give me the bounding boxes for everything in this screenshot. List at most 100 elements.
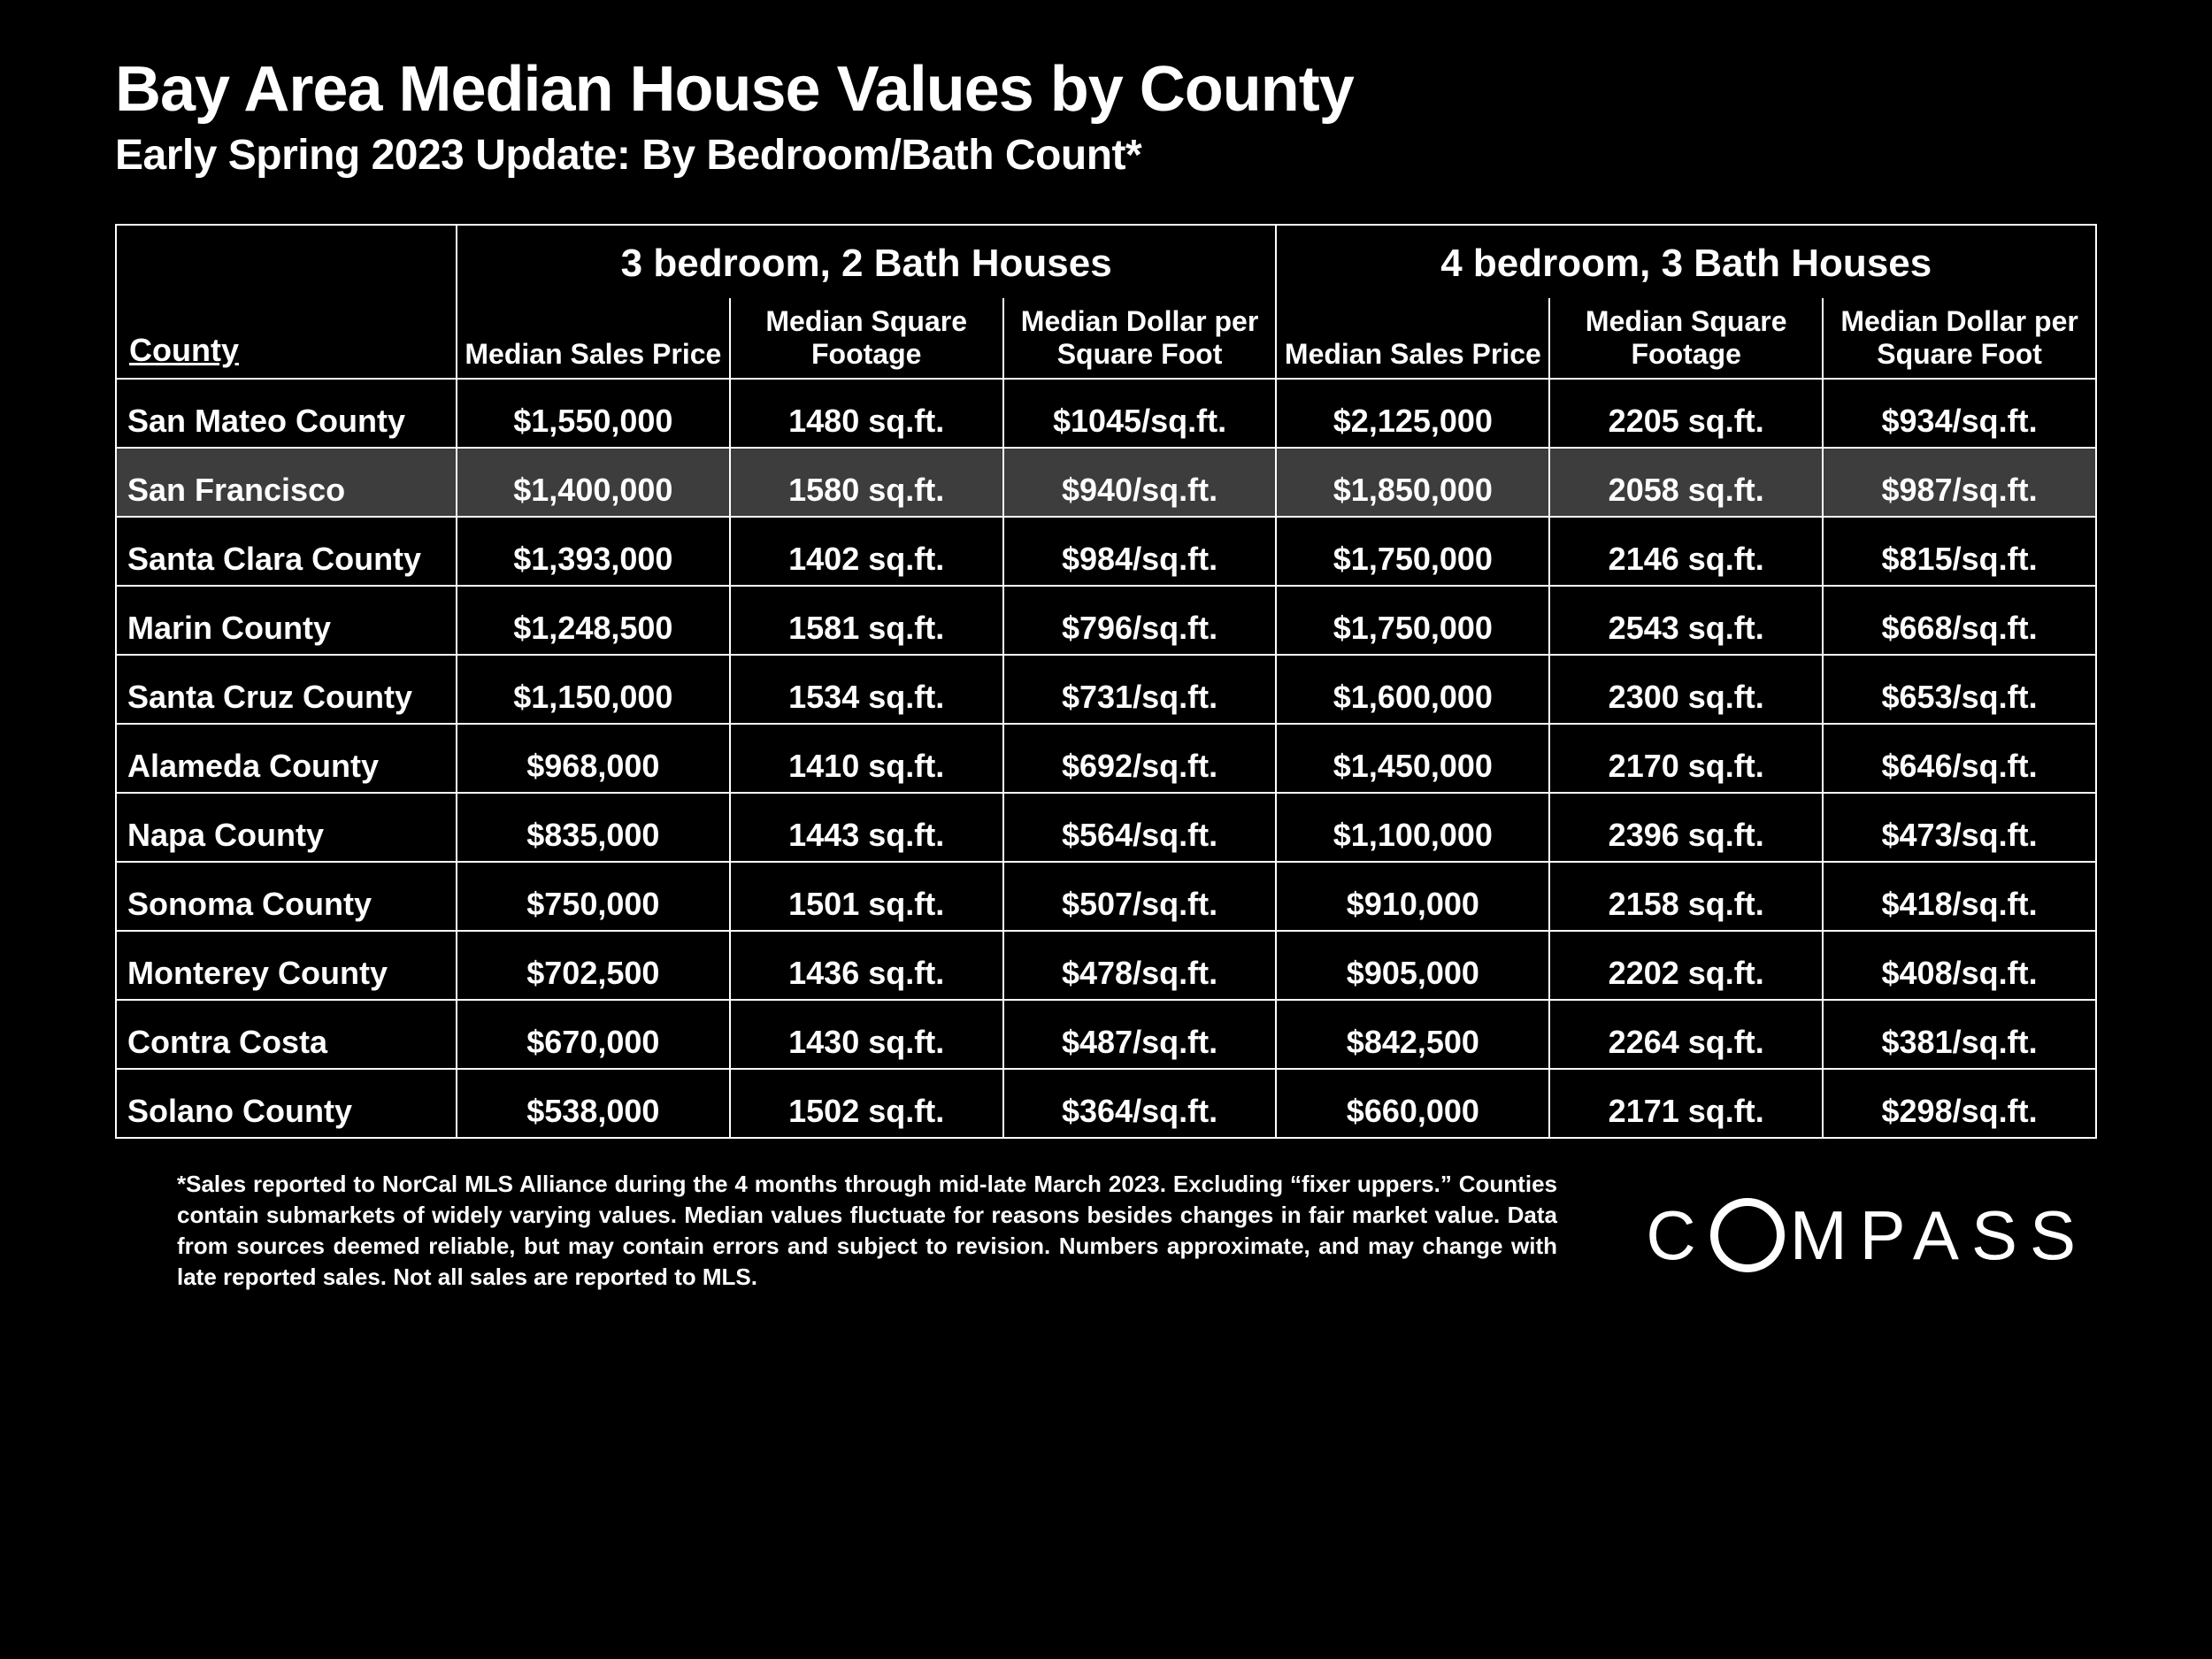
data-cell: $1,393,000 — [457, 517, 730, 586]
data-cell: 1502 sq.ft. — [730, 1069, 1003, 1138]
data-cell: $731/sq.ft. — [1003, 655, 1277, 724]
data-cell: 2171 sq.ft. — [1549, 1069, 1823, 1138]
data-cell: 2264 sq.ft. — [1549, 1000, 1823, 1069]
data-cell: 1443 sq.ft. — [730, 793, 1003, 862]
data-cell: $381/sq.ft. — [1823, 1000, 2096, 1069]
table-row: San Francisco$1,400,0001580 sq.ft.$940/s… — [116, 448, 2096, 517]
county-name-cell: Sonoma County — [116, 862, 457, 931]
data-cell: 2158 sq.ft. — [1549, 862, 1823, 931]
data-cell: $702,500 — [457, 931, 730, 1000]
county-name-cell: Santa Cruz County — [116, 655, 457, 724]
footnote-text: *Sales reported to NorCal MLS Alliance d… — [177, 1169, 1557, 1293]
data-cell: $842,500 — [1276, 1000, 1549, 1069]
data-cell: 2300 sq.ft. — [1549, 655, 1823, 724]
table-row: Sonoma County$750,0001501 sq.ft.$507/sq.… — [116, 862, 2096, 931]
data-cell: $408/sq.ft. — [1823, 931, 2096, 1000]
page-subtitle: Early Spring 2023 Update: By Bedroom/Bat… — [115, 131, 2097, 180]
sub-header: Median Dollar per Square Foot — [1823, 298, 2096, 379]
data-cell: $910,000 — [1276, 862, 1549, 931]
compass-logo-icon — [1710, 1198, 1785, 1272]
data-cell: $418/sq.ft. — [1823, 862, 2096, 931]
table-row: Marin County$1,248,5001581 sq.ft.$796/sq… — [116, 586, 2096, 655]
table-row: Santa Cruz County$1,150,0001534 sq.ft.$7… — [116, 655, 2096, 724]
table-row: Santa Clara County$1,393,0001402 sq.ft.$… — [116, 517, 2096, 586]
county-name-cell: Monterey County — [116, 931, 457, 1000]
data-cell: $1,100,000 — [1276, 793, 1549, 862]
county-name-cell: San Mateo County — [116, 379, 457, 448]
table-row: Solano County$538,0001502 sq.ft.$364/sq.… — [116, 1069, 2096, 1138]
data-cell: $564/sq.ft. — [1003, 793, 1277, 862]
data-cell: 1534 sq.ft. — [730, 655, 1003, 724]
data-cell: $364/sq.ft. — [1003, 1069, 1277, 1138]
county-name-cell: Santa Clara County — [116, 517, 457, 586]
data-cell: $538,000 — [457, 1069, 730, 1138]
table-row: Napa County$835,0001443 sq.ft.$564/sq.ft… — [116, 793, 2096, 862]
house-values-table: 3 bedroom, 2 Bath Houses 4 bedroom, 3 Ba… — [115, 224, 2097, 1139]
sub-header: Median Square Footage — [730, 298, 1003, 379]
data-cell: 2058 sq.ft. — [1549, 448, 1823, 517]
data-cell: $670,000 — [457, 1000, 730, 1069]
county-name-cell: Contra Costa — [116, 1000, 457, 1069]
data-cell: $934/sq.ft. — [1823, 379, 2096, 448]
data-cell: $1045/sq.ft. — [1003, 379, 1277, 448]
page-title: Bay Area Median House Values by County — [115, 53, 2097, 126]
data-cell: $1,400,000 — [457, 448, 730, 517]
data-cell: 1581 sq.ft. — [730, 586, 1003, 655]
table-row: San Mateo County$1,550,0001480 sq.ft.$10… — [116, 379, 2096, 448]
data-cell: 1430 sq.ft. — [730, 1000, 1003, 1069]
data-cell: $646/sq.ft. — [1823, 724, 2096, 793]
data-cell: $796/sq.ft. — [1003, 586, 1277, 655]
data-cell: 1436 sq.ft. — [730, 931, 1003, 1000]
data-cell: 1480 sq.ft. — [730, 379, 1003, 448]
county-name-cell: Alameda County — [116, 724, 457, 793]
data-cell: $2,125,000 — [1276, 379, 1549, 448]
data-cell: $835,000 — [457, 793, 730, 862]
sub-header: Median Sales Price — [457, 298, 730, 379]
data-cell: 2170 sq.ft. — [1549, 724, 1823, 793]
data-cell: $660,000 — [1276, 1069, 1549, 1138]
data-cell: $750,000 — [457, 862, 730, 931]
county-name-cell: Napa County — [116, 793, 457, 862]
logo-text-suffix: MPASS — [1790, 1195, 2088, 1276]
group-header-4br: 4 bedroom, 3 Bath Houses — [1276, 225, 2096, 298]
sub-header: Median Dollar per Square Foot — [1003, 298, 1277, 379]
data-cell: $1,550,000 — [457, 379, 730, 448]
data-cell: $653/sq.ft. — [1823, 655, 2096, 724]
data-cell: 2146 sq.ft. — [1549, 517, 1823, 586]
data-cell: $984/sq.ft. — [1003, 517, 1277, 586]
group-header-3br: 3 bedroom, 2 Bath Houses — [457, 225, 1277, 298]
data-cell: $905,000 — [1276, 931, 1549, 1000]
data-cell: $968,000 — [457, 724, 730, 793]
data-cell: $1,850,000 — [1276, 448, 1549, 517]
data-cell: $692/sq.ft. — [1003, 724, 1277, 793]
data-cell: 1501 sq.ft. — [730, 862, 1003, 931]
data-cell: $507/sq.ft. — [1003, 862, 1277, 931]
data-cell: $815/sq.ft. — [1823, 517, 2096, 586]
table-row: Alameda County$968,0001410 sq.ft.$692/sq… — [116, 724, 2096, 793]
data-cell: $473/sq.ft. — [1823, 793, 2096, 862]
data-cell: $1,450,000 — [1276, 724, 1549, 793]
compass-logo: C MPASS — [1646, 1195, 2088, 1276]
data-cell: 1410 sq.ft. — [730, 724, 1003, 793]
data-cell: $1,750,000 — [1276, 586, 1549, 655]
data-cell: $940/sq.ft. — [1003, 448, 1277, 517]
data-cell: $1,150,000 — [457, 655, 730, 724]
data-cell: $1,750,000 — [1276, 517, 1549, 586]
table-corner — [116, 225, 457, 298]
data-cell: $668/sq.ft. — [1823, 586, 2096, 655]
data-cell: $487/sq.ft. — [1003, 1000, 1277, 1069]
county-name-cell: Marin County — [116, 586, 457, 655]
data-cell: 2396 sq.ft. — [1549, 793, 1823, 862]
table-row: Contra Costa$670,0001430 sq.ft.$487/sq.f… — [116, 1000, 2096, 1069]
logo-text-prefix: C — [1646, 1195, 1708, 1276]
footer: *Sales reported to NorCal MLS Alliance d… — [115, 1169, 2097, 1293]
data-cell: $1,600,000 — [1276, 655, 1549, 724]
data-cell: 1402 sq.ft. — [730, 517, 1003, 586]
data-cell: 2202 sq.ft. — [1549, 931, 1823, 1000]
county-name-cell: Solano County — [116, 1069, 457, 1138]
data-cell: $298/sq.ft. — [1823, 1069, 2096, 1138]
data-cell: 1580 sq.ft. — [730, 448, 1003, 517]
sub-header: Median Sales Price — [1276, 298, 1549, 379]
data-cell: $987/sq.ft. — [1823, 448, 2096, 517]
data-cell: 2543 sq.ft. — [1549, 586, 1823, 655]
